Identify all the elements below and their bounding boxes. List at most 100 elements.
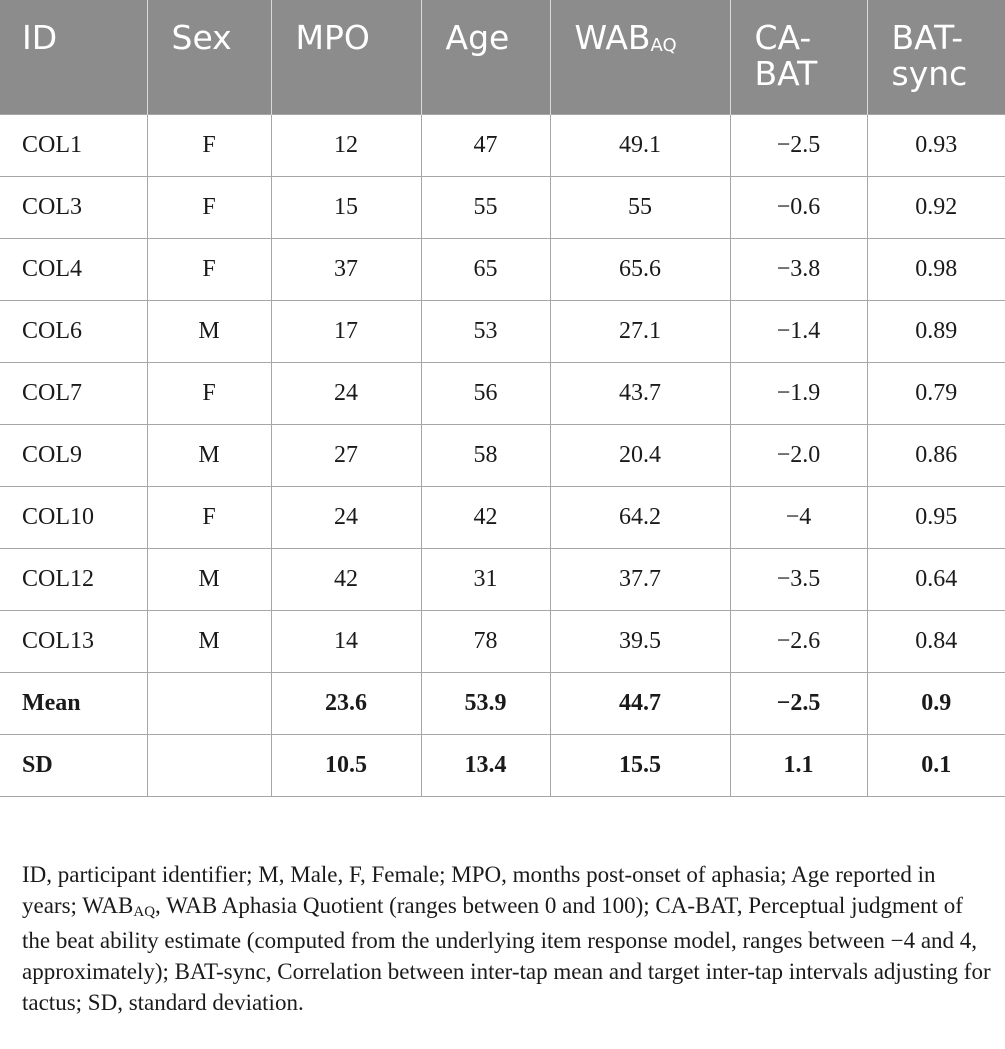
cell-bat-sync: 0.93 <box>866 113 1005 177</box>
cell-sex: M <box>146 609 272 673</box>
cell-mpo: 12 <box>270 113 422 177</box>
cell-mpo: 17 <box>270 299 422 363</box>
header-wab: WABAQ <box>550 0 731 114</box>
cell-mpo: 14 <box>270 609 422 673</box>
table-row: COL13 M 14 78 39.5 −2.6 0.84 <box>0 609 1005 673</box>
cell-bat-sync: 0.95 <box>866 485 1005 549</box>
table-footnote: ID, participant identifier; M, Male, F, … <box>22 859 992 1018</box>
cell-wab-aq: 37.7 <box>549 547 731 611</box>
footnote-part2: , WAB Aphasia Quotient (ranges between 0… <box>22 893 991 1015</box>
cell-wab-aq: 27.1 <box>549 299 731 363</box>
header-ca-bat: CA-BAT <box>730 0 868 114</box>
cell-ca-bat: −1.9 <box>729 361 868 425</box>
table-row: COL9 M 27 58 20.4 −2.0 0.86 <box>0 423 1005 487</box>
cell-age: 42 <box>420 485 551 549</box>
cell-id: COL9 <box>0 423 148 487</box>
header-mpo: MPO <box>271 0 422 114</box>
cell-bat-sync: 0.1 <box>866 733 1005 797</box>
cell-age: 13.4 <box>420 733 551 797</box>
participant-table: ID Sex MPO Age WABAQ CA-BAT BAT-sync COL… <box>0 0 1005 797</box>
cell-wab-aq: 64.2 <box>549 485 731 549</box>
cell-bat-sync: 0.86 <box>866 423 1005 487</box>
footnote-part1: ID, participant identifier; M, Male, F, … <box>22 862 936 918</box>
cell-sex: M <box>146 423 272 487</box>
cell-id: COL4 <box>0 237 148 301</box>
cell-bat-sync: 0.84 <box>866 609 1005 673</box>
cell-wab-aq: 65.6 <box>549 237 731 301</box>
header-bat-sync: BAT-sync <box>891 18 968 93</box>
cell-mpo: 10.5 <box>270 733 422 797</box>
cell-wab-aq: 39.5 <box>549 609 731 673</box>
cell-mpo: 27 <box>270 423 422 487</box>
cell-ca-bat: −1.4 <box>729 299 868 363</box>
table-row: COL3 F 15 55 55 −0.6 0.92 <box>0 175 1005 239</box>
cell-mpo: 42 <box>270 547 422 611</box>
summary-row: SD 10.5 13.4 15.5 1.1 0.1 <box>0 733 1005 797</box>
header-age: Age <box>421 0 551 114</box>
cell-sex: F <box>146 361 272 425</box>
cell-age: 78 <box>420 609 551 673</box>
header-id: ID <box>0 0 148 114</box>
cell-sex: F <box>146 485 272 549</box>
cell-bat-sync: 0.64 <box>866 547 1005 611</box>
table-row: COL4 F 37 65 65.6 −3.8 0.98 <box>0 237 1005 301</box>
cell-ca-bat: 1.1 <box>729 733 868 797</box>
cell-ca-bat: −2.6 <box>729 609 868 673</box>
cell-ca-bat: −4 <box>729 485 868 549</box>
cell-age: 58 <box>420 423 551 487</box>
table-row: COL10 F 24 42 64.2 −4 0.95 <box>0 485 1005 549</box>
cell-age: 31 <box>420 547 551 611</box>
cell-mpo: 15 <box>270 175 422 239</box>
cell-wab-aq: 15.5 <box>549 733 731 797</box>
cell-bat-sync: 0.9 <box>866 671 1005 735</box>
cell-ca-bat: −0.6 <box>729 175 868 239</box>
cell-age: 53 <box>420 299 551 363</box>
cell-ca-bat: −3.5 <box>729 547 868 611</box>
header-sex: Sex <box>147 0 272 114</box>
cell-id: COL10 <box>0 485 148 549</box>
table-row: COL1 F 12 47 49.1 −2.5 0.93 <box>0 113 1005 177</box>
cell-sex: M <box>146 299 272 363</box>
cell-ca-bat: −2.0 <box>729 423 868 487</box>
cell-mpo: 24 <box>270 485 422 549</box>
cell-sex: F <box>146 113 272 177</box>
cell-wab-aq: 49.1 <box>549 113 731 177</box>
cell-mpo: 37 <box>270 237 422 301</box>
cell-ca-bat: −2.5 <box>729 113 868 177</box>
cell-sex: F <box>146 175 272 239</box>
cell-wab-aq: 20.4 <box>549 423 731 487</box>
cell-ca-bat: −3.8 <box>729 237 868 301</box>
cell-wab-aq: 55 <box>549 175 731 239</box>
table-row: COL6 M 17 53 27.1 −1.4 0.89 <box>0 299 1005 363</box>
cell-age: 56 <box>420 361 551 425</box>
cell-wab-aq: 43.7 <box>549 361 731 425</box>
cell-mpo: 23.6 <box>270 671 422 735</box>
cell-age: 47 <box>420 113 551 177</box>
cell-sex: M <box>146 547 272 611</box>
cell-age: 53.9 <box>420 671 551 735</box>
cell-id: COL1 <box>0 113 148 177</box>
cell-sex: F <box>146 237 272 301</box>
cell-id: COL12 <box>0 547 148 611</box>
cell-id: COL3 <box>0 175 148 239</box>
table-body: COL1 F 12 47 49.1 −2.5 0.93 COL3 F 15 55 55 −0.6 0.92… <box>0 113 1005 797</box>
cell-age: 55 <box>420 175 551 239</box>
cell-id: COL7 <box>0 361 148 425</box>
cell-sex <box>146 671 272 735</box>
cell-id: COL13 <box>0 609 148 673</box>
cell-id: Mean <box>0 671 148 735</box>
cell-sex <box>146 733 272 797</box>
footnote-subscript: AQ <box>133 904 156 920</box>
summary-row: Mean 23.6 53.9 44.7 −2.5 0.9 <box>0 671 1005 735</box>
cell-mpo: 24 <box>270 361 422 425</box>
cell-ca-bat: −2.5 <box>729 671 868 735</box>
cell-id: COL6 <box>0 299 148 363</box>
cell-bat-sync: 0.92 <box>866 175 1005 239</box>
header-wab-label: WAB <box>574 18 651 57</box>
table-header: ID Sex MPO Age WABAQ CA-BAT BAT-sync <box>0 0 1005 114</box>
cell-age: 65 <box>420 237 551 301</box>
cell-id: SD <box>0 733 148 797</box>
cell-wab-aq: 44.7 <box>549 671 731 735</box>
table-row: COL12 M 42 31 37.7 −3.5 0.64 <box>0 547 1005 611</box>
header-row: ID Sex MPO Age WABAQ CA-BAT BAT-sync <box>0 0 1005 114</box>
